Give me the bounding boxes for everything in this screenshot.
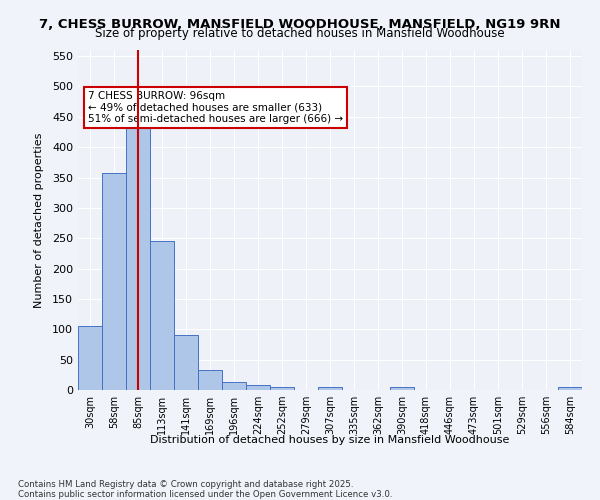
Text: Contains HM Land Registry data © Crown copyright and database right 2025.
Contai: Contains HM Land Registry data © Crown c… xyxy=(18,480,392,500)
Bar xyxy=(246,384,270,390)
Bar xyxy=(198,370,222,390)
Y-axis label: Number of detached properties: Number of detached properties xyxy=(34,132,44,308)
Bar xyxy=(270,387,294,390)
Text: 7 CHESS BURROW: 96sqm
← 49% of detached houses are smaller (633)
51% of semi-det: 7 CHESS BURROW: 96sqm ← 49% of detached … xyxy=(88,91,343,124)
Bar xyxy=(558,387,582,390)
Text: 7, CHESS BURROW, MANSFIELD WOODHOUSE, MANSFIELD, NG19 9RN: 7, CHESS BURROW, MANSFIELD WOODHOUSE, MA… xyxy=(39,18,561,30)
Bar xyxy=(102,174,126,390)
Bar xyxy=(390,387,414,390)
Text: Distribution of detached houses by size in Mansfield Woodhouse: Distribution of detached houses by size … xyxy=(151,435,509,445)
Bar xyxy=(222,382,246,390)
Text: Size of property relative to detached houses in Mansfield Woodhouse: Size of property relative to detached ho… xyxy=(95,28,505,40)
Bar xyxy=(174,336,198,390)
Bar xyxy=(150,242,174,390)
Bar xyxy=(126,112,150,390)
Bar xyxy=(78,326,102,390)
Bar xyxy=(318,387,342,390)
